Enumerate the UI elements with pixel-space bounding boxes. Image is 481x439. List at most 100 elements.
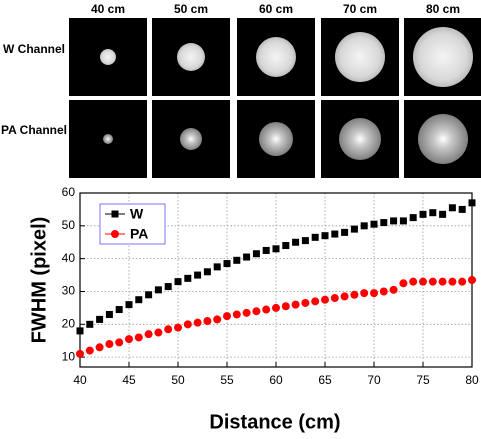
marker [409, 277, 418, 286]
marker [458, 277, 467, 286]
marker [350, 290, 359, 299]
marker [448, 204, 456, 212]
marker [223, 312, 231, 321]
marker [272, 303, 280, 312]
marker [419, 210, 427, 218]
marker [419, 277, 427, 286]
x-tick-label: 50 [171, 373, 185, 387]
marker [86, 320, 94, 328]
x-tick-label: 55 [220, 373, 234, 387]
x-tick-label: 70 [367, 373, 381, 387]
marker [164, 283, 172, 291]
marker [321, 232, 329, 240]
y-tick-label: 30 [62, 284, 76, 298]
image-panel [404, 18, 481, 96]
marker [164, 325, 173, 334]
marker [458, 205, 466, 213]
x-tick-label: 40 [73, 373, 87, 387]
marker [291, 300, 300, 309]
spot [259, 122, 293, 156]
marker [203, 268, 211, 276]
legend: W PA [99, 203, 166, 245]
marker [341, 228, 349, 236]
marker [252, 307, 261, 316]
legend-label: PA [130, 226, 148, 242]
image-panel [69, 100, 147, 178]
marker [134, 333, 143, 342]
marker [379, 287, 388, 296]
marker [105, 340, 114, 349]
marker [115, 306, 123, 314]
x-tick-label: 45 [122, 373, 136, 387]
marker [448, 277, 457, 286]
image-panel [152, 18, 230, 96]
spot [335, 32, 385, 82]
marker [213, 315, 222, 324]
marker [252, 250, 260, 258]
marker [154, 328, 163, 337]
marker [262, 246, 270, 254]
marker [282, 242, 290, 250]
marker [389, 285, 398, 294]
marker [76, 349, 84, 358]
marker [174, 278, 182, 286]
marker [76, 327, 84, 335]
marker [95, 343, 104, 352]
marker [350, 225, 358, 233]
spot [177, 43, 205, 71]
marker [145, 291, 153, 299]
marker [390, 217, 398, 225]
image-panel [152, 100, 230, 178]
marker [154, 286, 162, 294]
image-panel [321, 18, 399, 96]
y-tick-label: 10 [62, 349, 76, 363]
row-label: W Channel [3, 42, 65, 56]
marker [174, 323, 182, 332]
column-label: 50 cm [173, 2, 209, 16]
marker [340, 292, 349, 301]
image-panel [237, 100, 315, 178]
marker [183, 320, 192, 329]
y-tick-label: 60 [62, 185, 76, 199]
marker [301, 237, 309, 245]
column-label: 80 cm [425, 2, 461, 16]
marker [232, 310, 241, 319]
marker [409, 214, 417, 222]
y-tick-label: 50 [62, 218, 76, 232]
image-panel [404, 100, 481, 178]
marker [115, 338, 124, 347]
marker [125, 301, 133, 309]
marker [468, 199, 476, 207]
marker [272, 245, 280, 253]
marker [85, 346, 94, 355]
marker [233, 256, 241, 264]
column-label: 60 cm [258, 2, 294, 16]
marker [243, 253, 251, 261]
marker [399, 279, 408, 288]
legend-box [99, 203, 166, 245]
row-label: PA Channel [0, 123, 67, 137]
y-tick-label: 40 [62, 251, 76, 265]
marker [380, 219, 388, 227]
marker [330, 294, 339, 303]
marker [125, 335, 133, 344]
legend-marker [111, 210, 119, 218]
y-axis-label: FWHM (pixel) [28, 217, 50, 344]
marker [292, 238, 300, 246]
x-tick-label: 65 [318, 373, 332, 387]
marker [360, 222, 368, 230]
marker [96, 315, 104, 323]
marker [438, 277, 447, 286]
marker [213, 263, 221, 271]
marker [262, 305, 271, 314]
legend-label: W [130, 206, 144, 222]
marker [311, 233, 319, 241]
marker [194, 271, 202, 279]
marker [223, 260, 231, 268]
column-label: 70 cm [342, 2, 378, 16]
x-axis-label: Distance (cm) [209, 411, 340, 433]
marker [301, 298, 310, 307]
spot [339, 118, 381, 160]
